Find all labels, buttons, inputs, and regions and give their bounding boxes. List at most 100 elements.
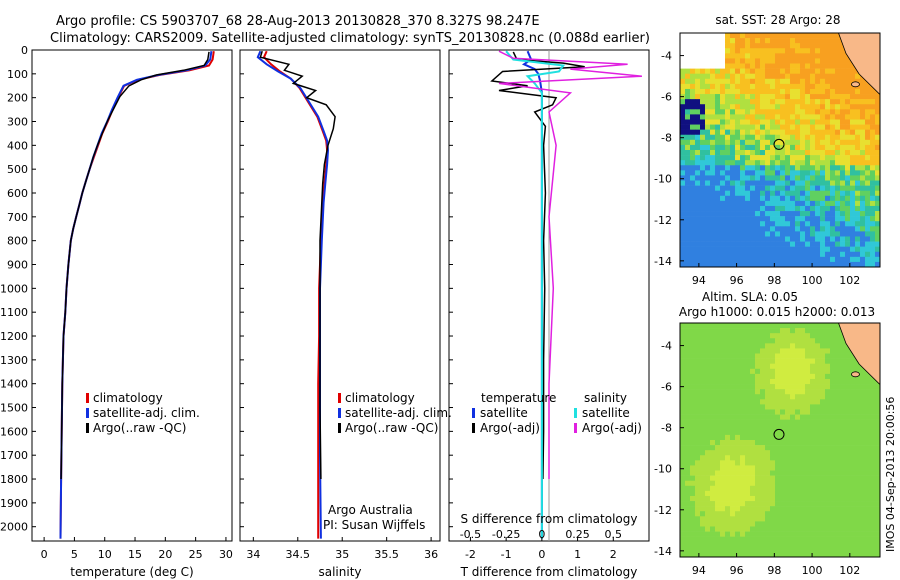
map-cell xyxy=(735,236,741,242)
map-cell xyxy=(785,53,791,59)
map-cell xyxy=(710,470,716,476)
map-cell xyxy=(700,368,706,375)
map-cell xyxy=(790,521,796,527)
map-cell xyxy=(820,104,826,110)
legend-title-salinity: salinity xyxy=(584,391,627,405)
map-cell xyxy=(690,506,696,512)
map-cell xyxy=(750,68,756,74)
map-cell xyxy=(760,389,766,395)
map-cell xyxy=(875,144,880,151)
map-cell xyxy=(805,333,811,339)
map-cell xyxy=(830,38,836,44)
map-x-tick-label: 96 xyxy=(730,274,744,287)
map-cell xyxy=(730,144,736,151)
map-cell xyxy=(710,419,716,426)
map-cell xyxy=(740,338,746,344)
map-cell xyxy=(695,170,701,176)
map-cell xyxy=(785,88,791,95)
map-cell xyxy=(700,216,706,222)
map-cell xyxy=(800,200,806,207)
map-cell xyxy=(865,226,871,232)
map-cell xyxy=(730,378,736,385)
map-cell xyxy=(840,68,846,74)
map-cell xyxy=(765,256,771,263)
map-cell xyxy=(815,501,821,507)
map-cell xyxy=(820,434,826,441)
map-cell xyxy=(680,144,686,151)
map-cell xyxy=(775,348,781,354)
map-cell xyxy=(765,94,771,100)
map-cell xyxy=(685,465,691,471)
map-cell xyxy=(685,353,691,359)
map-cell xyxy=(730,434,736,441)
map-cell xyxy=(875,404,880,410)
map-cell xyxy=(740,368,746,375)
map-cell xyxy=(845,541,851,548)
map-cell xyxy=(705,399,711,405)
map-cell xyxy=(705,450,711,456)
map-cell xyxy=(775,129,781,136)
map-cell xyxy=(740,419,746,426)
map-cell xyxy=(795,58,801,64)
map-cell xyxy=(690,160,696,166)
map-cell xyxy=(805,536,811,543)
map-cell xyxy=(840,495,846,502)
map-cell xyxy=(720,129,726,136)
map-cell xyxy=(850,205,856,212)
map-cell xyxy=(800,195,806,202)
map-cell xyxy=(800,109,806,115)
map-cell xyxy=(690,440,696,446)
map-cell xyxy=(695,470,701,476)
map-cell xyxy=(860,424,866,431)
map-cell xyxy=(780,445,786,451)
map-cell xyxy=(725,404,731,410)
map-cell xyxy=(785,205,791,212)
map-cell xyxy=(705,475,711,481)
map-cell xyxy=(795,455,801,461)
map-cell xyxy=(850,546,856,553)
map-cell xyxy=(680,490,686,497)
map-cell xyxy=(815,531,821,537)
map-cell xyxy=(685,546,691,553)
map-cell xyxy=(740,261,746,267)
map-cell xyxy=(780,399,786,405)
map-y-tick-label: -10 xyxy=(654,173,672,186)
map-cell xyxy=(860,150,866,156)
map-cell xyxy=(860,134,866,141)
map-cell xyxy=(795,226,801,232)
map-cell xyxy=(815,63,821,69)
map-cell xyxy=(770,546,776,553)
map-cell xyxy=(860,231,866,237)
map-cell xyxy=(830,536,836,543)
map-cell xyxy=(735,165,741,171)
map-cell xyxy=(760,211,766,217)
map-cell xyxy=(820,58,826,64)
map-cell xyxy=(730,343,736,349)
map-cell xyxy=(740,470,746,476)
map-cell xyxy=(825,261,831,267)
map-cell xyxy=(860,490,866,497)
map-cell xyxy=(840,485,846,492)
map-cell xyxy=(725,236,731,242)
map-cell xyxy=(800,150,806,156)
map-cell xyxy=(825,328,831,334)
map-cell xyxy=(690,490,696,497)
map-cell xyxy=(740,160,746,166)
map-cell xyxy=(715,231,721,237)
map-cell xyxy=(715,389,721,395)
map-cell xyxy=(705,88,711,95)
map-cell xyxy=(820,333,826,339)
map-cell xyxy=(765,475,771,481)
map-cell xyxy=(790,231,796,237)
map-cell xyxy=(800,175,806,181)
map-cell xyxy=(685,73,691,80)
map-cell xyxy=(825,531,831,537)
map-cell xyxy=(750,440,756,446)
map-cell xyxy=(770,246,776,253)
map-cell xyxy=(750,475,756,481)
map-cell xyxy=(680,226,686,232)
map-cell xyxy=(760,338,766,344)
map-cell xyxy=(745,348,751,354)
map-cell xyxy=(710,58,716,64)
map-cell xyxy=(715,150,721,156)
